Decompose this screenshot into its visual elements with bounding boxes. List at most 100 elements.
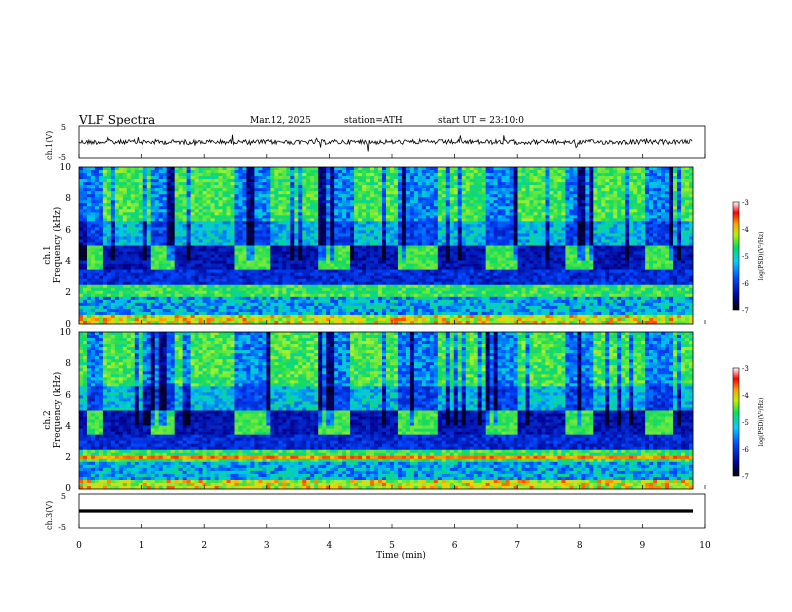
spectrogram-cell: [186, 248, 191, 252]
spectrogram-cell: [110, 317, 116, 322]
spectrogram-cell: [86, 224, 92, 228]
spectrogram-cell: [98, 284, 104, 289]
spectrogram-cell: [194, 266, 199, 270]
spectrogram-cell: [342, 293, 347, 298]
spectrogram-cell: [134, 212, 140, 216]
spectrogram-cell: [98, 200, 104, 204]
spectrogram-cell: [90, 305, 96, 310]
spectrogram-cell: [94, 179, 100, 183]
spectrogram-cell: [354, 188, 359, 192]
spectrogram-cell: [194, 170, 199, 174]
spectrogram-cell: [146, 173, 152, 177]
spectrogram-cell: [130, 287, 136, 292]
spectrogram-cell: [82, 284, 88, 289]
spectrogram-cell: [302, 203, 307, 207]
spectrogram-cell: [142, 266, 148, 270]
spectrogram-cell: [126, 233, 132, 237]
spectrogram-cell: [405, 233, 411, 237]
spectrogram-cell: [453, 209, 459, 213]
spectrogram-cell: [226, 242, 231, 246]
spectrogram-cell: [250, 185, 255, 189]
spectrogram-cell: [294, 176, 299, 180]
spectrogram-cell: [170, 182, 175, 186]
spectrogram-cell: [102, 230, 108, 234]
spectrogram-cell: [286, 194, 291, 198]
spectrogram-cell: [429, 233, 435, 237]
spectrogram-cell: [146, 176, 152, 180]
spectrogram-cell: [226, 188, 231, 192]
spectrogram-cell: [386, 191, 391, 195]
spectrogram-cell: [98, 185, 104, 189]
spectrogram-cell: [417, 227, 423, 231]
spectrogram-cell: [266, 200, 271, 204]
spectrogram-cell: [445, 302, 451, 307]
spectrogram-cell: [258, 278, 263, 283]
spectrogram-cell: [94, 239, 100, 243]
spectrogram-cell: [82, 254, 88, 258]
spectrogram-cell: [282, 179, 287, 183]
spectrogram-cell: [413, 170, 419, 174]
spectrogram-cell: [222, 254, 227, 258]
spectrogram-cell: [346, 311, 351, 316]
spectrogram-cell: [270, 224, 275, 228]
spectrogram-cell: [190, 311, 195, 316]
spectrogram-cell: [270, 281, 275, 286]
spectrogram-cell: [302, 236, 307, 240]
spectrogram-cell: [421, 251, 427, 255]
spectrogram-cell: [334, 290, 339, 295]
spectrogram-cell: [238, 257, 243, 261]
spectrogram-cell: [310, 272, 315, 276]
spectrogram-cell: [278, 212, 283, 216]
spectrogram-cell: [441, 182, 447, 186]
spectrogram-cell: [102, 311, 108, 316]
spectrogram-cell: [134, 248, 140, 252]
spectrogram-cell: [386, 230, 391, 234]
spectrogram-cell: [202, 239, 207, 243]
spectrogram-cell: [386, 266, 391, 270]
spectrogram-cell: [190, 320, 195, 325]
spectrogram-cell: [457, 263, 463, 267]
spectrogram-cell: [433, 314, 439, 319]
spectrogram-cell: [246, 317, 251, 322]
spectrogram-cell: [294, 179, 299, 183]
spectrogram-cell: [286, 251, 291, 255]
spectrogram-cell: [230, 308, 235, 313]
spectrogram-cell: [298, 296, 303, 301]
spectrogram-cell: [154, 245, 160, 249]
spectrogram-cell: [290, 275, 295, 280]
spectrogram-cell: [198, 209, 203, 213]
spectrogram-cell: [386, 287, 391, 292]
spectrogram-cell: [350, 236, 355, 240]
spectrogram-cell: [126, 173, 132, 177]
spectrogram-cell: [198, 248, 203, 252]
spectrogram-cell: [330, 254, 335, 258]
spectrogram-cell: [258, 287, 263, 292]
spectrogram-cell: [378, 230, 383, 234]
spectrogram-cell: [457, 293, 463, 298]
spectrogram-cell: [350, 284, 355, 289]
spectrogram-cell: [106, 176, 112, 180]
spectrogram-cell: [393, 230, 399, 234]
spectrogram-cell: [118, 221, 124, 225]
spectrogram-cell: [222, 311, 227, 316]
spectrogram-cell: [238, 179, 243, 183]
spectrogram-cell: [138, 215, 144, 219]
spectrogram-cell: [334, 269, 339, 273]
spectrogram-cell: [130, 209, 136, 213]
spectrogram-cell: [413, 269, 419, 273]
spectrogram-cell: [382, 242, 387, 246]
spectrogram-cell: [350, 191, 355, 195]
spectrogram-cell: [170, 284, 175, 289]
spectrogram-cell: [397, 269, 403, 273]
spectrogram-cell: [286, 218, 291, 222]
spectrogram-cell: [445, 314, 451, 319]
spectrogram-cell: [389, 299, 395, 304]
spectrogram-cell: [238, 299, 243, 304]
spectrogram-cell: [146, 191, 152, 195]
spectrogram-cell: [266, 206, 271, 210]
spectrogram-cell: [409, 224, 415, 228]
spectrogram-cell: [366, 182, 371, 186]
spectrogram-cell: [338, 191, 343, 195]
spectrogram-cell: [354, 230, 359, 234]
spectrogram-cell: [310, 176, 315, 180]
